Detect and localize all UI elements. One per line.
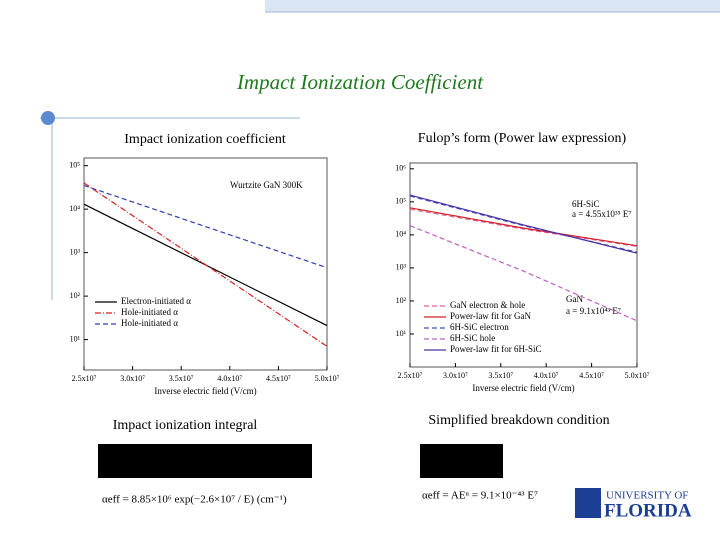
y-tick-label: 10³ <box>70 247 81 256</box>
plot-frame <box>409 162 638 368</box>
series-line <box>83 182 328 347</box>
series-line <box>409 194 638 254</box>
annotation: Wurtzite GaN 300K <box>230 180 303 190</box>
caption: Impact ionization integral <box>113 418 258 433</box>
series-line <box>409 225 638 322</box>
legend-label: 6H-SiC hole <box>450 333 495 343</box>
annotation: a = 9.1x10⁴³ E⁷ <box>566 306 621 316</box>
formula: αeff = 8.85×10⁶ exp(−2.6×10⁷ / E) (cm⁻¹) <box>102 494 287 506</box>
caption: Simplified breakdown condition <box>428 413 609 428</box>
series-line <box>409 207 638 247</box>
annotation: GaN <box>566 294 583 304</box>
x-tick-label: 2.5x10⁷ <box>398 371 423 380</box>
series-line <box>409 208 638 247</box>
legend-label: Power-law fit for 6H-SiC <box>450 344 542 354</box>
y-tick-label: 10² <box>396 296 407 305</box>
legend-label: Hole-initiated α <box>121 318 178 328</box>
legend-label: Electron-initiated α <box>121 296 191 306</box>
logo-line: FLORIDA <box>604 500 692 521</box>
x-tick-label: 2.5x10⁷ <box>72 374 97 383</box>
x-tick-label: 3.0x10⁷ <box>120 374 145 383</box>
top-band <box>265 0 720 12</box>
y-tick-label: 10² <box>70 291 81 300</box>
formula: αeff = AEⁿ = 9.1×10⁻⁴³ E⁷ <box>422 490 538 502</box>
plot-frame <box>83 157 328 371</box>
legend-label: GaN electron & hole <box>450 300 525 310</box>
redaction-box <box>98 444 312 478</box>
redaction-box <box>420 444 503 478</box>
x-tick-label: 4.0x10⁷ <box>534 371 559 380</box>
y-tick-label: 10¹ <box>396 329 407 338</box>
slide-title: Impact Ionization Coefficient <box>236 70 484 94</box>
logo-mark <box>575 488 601 518</box>
x-axis-label: Inverse electric field (V/cm) <box>472 383 574 393</box>
caption: Fulop’s form (Power law expression) <box>418 131 627 146</box>
x-tick-label: 5.0x10⁷ <box>625 371 650 380</box>
y-tick-label: 10⁶ <box>395 164 406 173</box>
x-tick-label: 3.0x10⁷ <box>443 371 468 380</box>
logo-line: UNIVERSITY OF <box>606 490 688 502</box>
legend-label: 6H-SiC electron <box>450 322 509 332</box>
y-tick-label: 10⁴ <box>69 204 80 213</box>
x-tick-label: 4.5x10⁷ <box>266 374 291 383</box>
y-tick-label: 10³ <box>396 263 407 272</box>
y-tick-label: 10¹ <box>70 334 81 343</box>
legend-label: Hole-initiated α <box>121 307 178 317</box>
annotation: 6H-SiC <box>572 199 600 209</box>
annotation: a = 4.55x10³⁵ E⁷ <box>572 209 632 219</box>
legend-label: Power-law fit for GaN <box>450 311 532 321</box>
x-axis-label: Inverse electric field (V/cm) <box>154 386 256 396</box>
x-tick-label: 4.5x10⁷ <box>579 371 604 380</box>
y-tick-label: 10⁵ <box>395 197 406 206</box>
series-line <box>83 184 328 269</box>
bullet <box>41 111 55 125</box>
x-tick-label: 3.5x10⁷ <box>488 371 513 380</box>
caption: Impact ionization coefficient <box>124 132 286 147</box>
x-tick-label: 3.5x10⁷ <box>169 374 194 383</box>
y-tick-label: 10⁴ <box>395 230 406 239</box>
x-tick-label: 4.0x10⁷ <box>217 374 242 383</box>
x-tick-label: 5.0x10⁷ <box>315 374 340 383</box>
y-tick-label: 10⁵ <box>69 160 80 169</box>
